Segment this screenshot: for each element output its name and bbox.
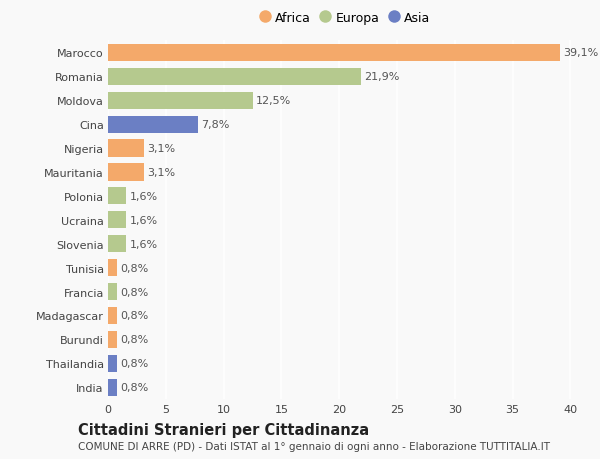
Text: 7,8%: 7,8% <box>201 120 229 130</box>
Text: COMUNE DI ARRE (PD) - Dati ISTAT al 1° gennaio di ogni anno - Elaborazione TUTTI: COMUNE DI ARRE (PD) - Dati ISTAT al 1° g… <box>78 441 550 451</box>
Bar <box>108 379 117 396</box>
Bar <box>108 212 127 229</box>
Text: 0,8%: 0,8% <box>120 335 148 345</box>
Bar <box>108 235 127 253</box>
Text: 12,5%: 12,5% <box>256 96 290 106</box>
Text: 0,8%: 0,8% <box>120 311 148 321</box>
Legend: Africa, Europa, Asia: Africa, Europa, Asia <box>260 12 431 25</box>
Bar <box>108 92 253 110</box>
Bar <box>108 188 127 205</box>
Bar <box>108 355 117 372</box>
Bar <box>108 68 361 86</box>
Text: 1,6%: 1,6% <box>130 215 158 225</box>
Bar <box>108 331 117 348</box>
Bar <box>108 45 560 62</box>
Bar <box>108 140 144 157</box>
Text: 1,6%: 1,6% <box>130 239 158 249</box>
Bar <box>108 307 117 325</box>
Text: 3,1%: 3,1% <box>147 144 175 154</box>
Text: 21,9%: 21,9% <box>364 72 400 82</box>
Text: 0,8%: 0,8% <box>120 287 148 297</box>
Bar <box>108 116 198 134</box>
Text: 0,8%: 0,8% <box>120 358 148 369</box>
Text: 39,1%: 39,1% <box>563 48 598 58</box>
Bar <box>108 259 117 277</box>
Text: 3,1%: 3,1% <box>147 168 175 178</box>
Text: 0,8%: 0,8% <box>120 263 148 273</box>
Text: 1,6%: 1,6% <box>130 191 158 202</box>
Bar <box>108 164 144 181</box>
Bar <box>108 283 117 301</box>
Text: 0,8%: 0,8% <box>120 382 148 392</box>
Text: Cittadini Stranieri per Cittadinanza: Cittadini Stranieri per Cittadinanza <box>78 422 369 437</box>
